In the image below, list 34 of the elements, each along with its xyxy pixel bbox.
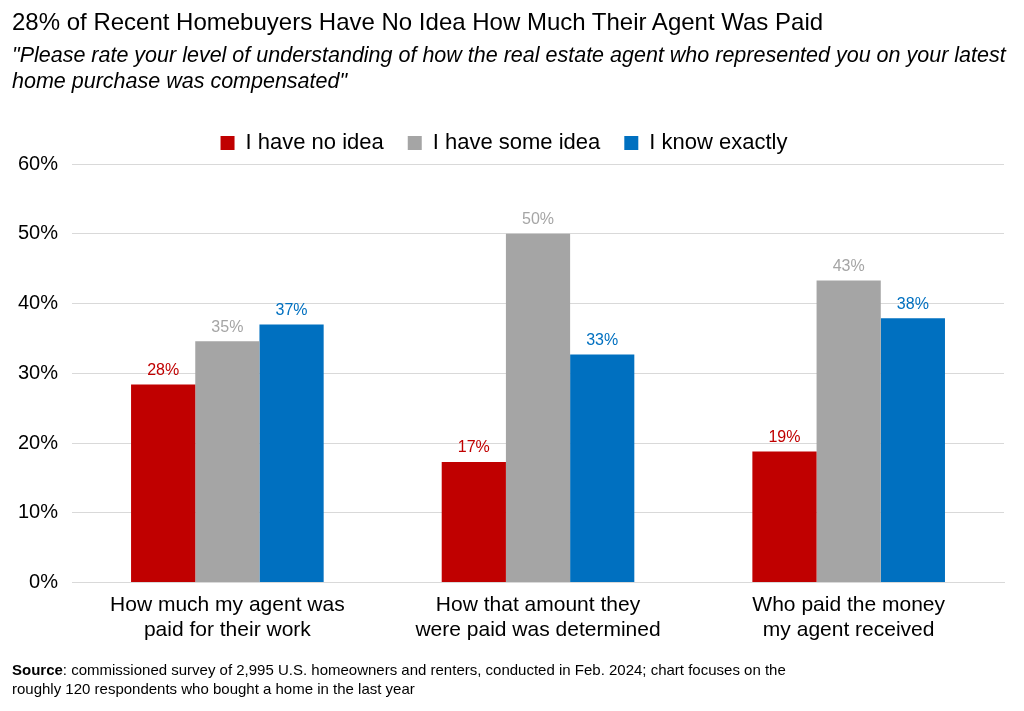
bar bbox=[816, 280, 881, 583]
data-label: 50% bbox=[522, 210, 555, 228]
bar bbox=[259, 324, 324, 583]
y-tick-label: 40% bbox=[18, 291, 59, 314]
bar bbox=[880, 318, 945, 583]
y-tick-label: 0% bbox=[29, 570, 59, 593]
y-tick-label: 20% bbox=[18, 430, 59, 453]
y-tick-label: 30% bbox=[18, 360, 59, 383]
x-tick-label: Who paid the money my agent received bbox=[752, 592, 946, 641]
bar bbox=[195, 341, 260, 583]
legend-label: I have some idea bbox=[432, 129, 602, 155]
y-tick-label: 60% bbox=[18, 151, 59, 174]
data-label: 28% bbox=[147, 360, 180, 378]
legend-label: I have no idea bbox=[245, 129, 385, 155]
bar bbox=[752, 451, 817, 583]
y-tick-label: 50% bbox=[18, 221, 59, 244]
data-label: 43% bbox=[832, 256, 865, 274]
chart-title: 28% of Recent Homebuyers Have No Idea How Much Their Agent Was Paid bbox=[12, 8, 824, 36]
data-label: 19% bbox=[768, 427, 801, 445]
bar bbox=[570, 354, 635, 583]
bar bbox=[441, 461, 506, 583]
chart-subtitle: "Please rate your level of understanding of how the real estate agent who represented you on your latest home purchase was compensated" bbox=[12, 42, 1008, 94]
y-tick-label: 10% bbox=[18, 500, 59, 523]
source-note: Source: commissioned survey of 2,995 U.S. homeowners and renters, conducted in Feb. 2024; chart focuses on the roughly 120 respondents who bought a home in the last year bbox=[12, 660, 787, 698]
x-tick-label: How that amount they were paid was determined bbox=[414, 592, 661, 641]
bar bbox=[505, 233, 571, 583]
data-label: 35% bbox=[211, 317, 244, 335]
data-label: 17% bbox=[457, 438, 490, 456]
legend-label: I know exactly bbox=[649, 129, 788, 155]
data-label: 33% bbox=[586, 330, 619, 348]
data-label: 37% bbox=[275, 300, 308, 318]
bar bbox=[131, 384, 196, 583]
data-label: 38% bbox=[896, 294, 929, 312]
x-tick-label: How much my agent was paid for their work bbox=[110, 592, 345, 641]
